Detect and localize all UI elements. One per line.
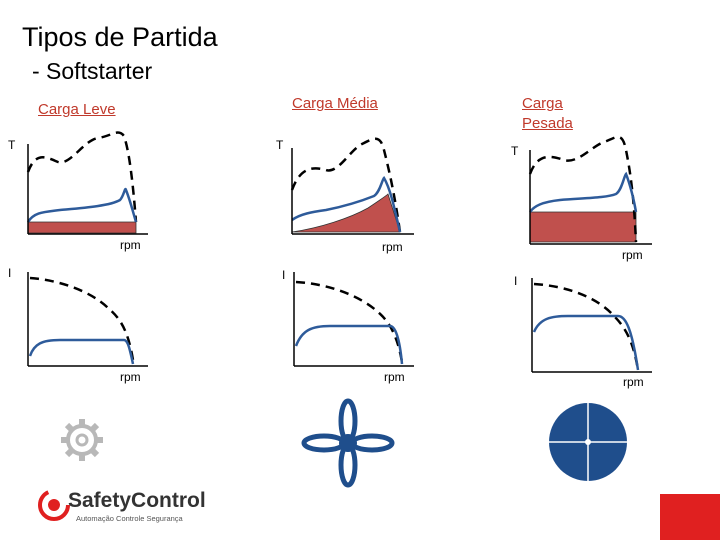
current-chart-light <box>27 272 148 367</box>
softstarter-torque-curve <box>291 175 402 233</box>
speed-axis-label: rpm <box>120 370 141 384</box>
disc-icon <box>549 403 627 481</box>
safety-control-logo: SafetyControl <box>68 489 206 513</box>
speed-axis-label: rpm <box>120 238 141 252</box>
motor-torque-dashed-curve <box>26 131 138 223</box>
torque-axis-label: T <box>276 138 284 152</box>
torque-chart-medium <box>290 137 414 235</box>
load-torque-area <box>529 211 637 243</box>
speed-axis-label: rpm <box>622 248 643 262</box>
torque-chart-light <box>26 131 148 235</box>
current-axis-label: I <box>8 266 12 280</box>
current-chart-medium <box>293 272 414 367</box>
torque-chart-heavy <box>528 135 652 245</box>
motor-torque-dashed-curve <box>290 137 402 233</box>
motor-current-dashed-curve <box>533 282 640 371</box>
torque-axis-label: T <box>511 144 519 158</box>
load-label-heavy: Carga Pesada <box>522 95 573 132</box>
speed-axis-label: rpm <box>382 240 403 254</box>
motor-current-dashed-curve <box>29 276 135 361</box>
logo-tagline: Automação Controle Segurança <box>76 514 183 523</box>
gear-icon <box>61 419 103 461</box>
softstarter-torque-curve <box>528 171 638 213</box>
current-axis-label: I <box>514 274 518 288</box>
fan-icon <box>301 398 395 488</box>
load-label-medium: Carga Média <box>292 95 378 112</box>
safety-control-logo-mark <box>38 489 70 521</box>
softstarter-torque-curve <box>26 187 138 223</box>
speed-axis-label: rpm <box>384 370 405 384</box>
motor-current-dashed-curve <box>295 280 404 363</box>
motor-torque-dashed-curve <box>528 135 638 243</box>
current-axis-label: I <box>282 268 286 282</box>
torque-axis-label: T <box>8 138 16 152</box>
speed-axis-label: rpm <box>623 375 644 389</box>
logo-name-part2: Control <box>131 489 206 512</box>
load-torque-area <box>27 221 137 234</box>
current-chart-heavy <box>531 278 652 373</box>
softstarter-current-curve <box>28 338 135 365</box>
logo-name-part1: Safety <box>68 489 132 512</box>
load-torque-area <box>291 193 401 233</box>
softstarter-current-curve <box>532 314 640 371</box>
corner-accent <box>660 494 720 540</box>
load-label-light: Carga Leve <box>38 101 116 118</box>
page-subtitle: - Softstarter <box>32 58 153 84</box>
page-title: Tipos de Partida <box>22 22 218 52</box>
softstarter-current-curve <box>294 324 404 365</box>
